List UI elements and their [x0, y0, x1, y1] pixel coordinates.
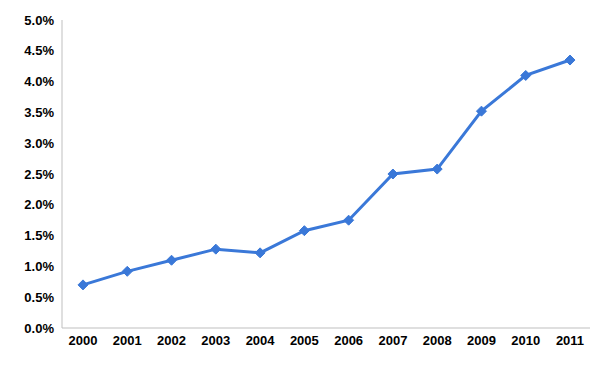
svg-text:4.5%: 4.5%	[24, 43, 54, 58]
svg-text:5.0%: 5.0%	[24, 13, 54, 28]
svg-text:0.5%: 0.5%	[24, 290, 54, 305]
svg-text:2000: 2000	[69, 333, 98, 348]
svg-text:2002: 2002	[157, 333, 186, 348]
svg-text:2009: 2009	[467, 333, 496, 348]
svg-text:2.5%: 2.5%	[24, 167, 54, 182]
svg-text:2.0%: 2.0%	[24, 197, 54, 212]
svg-text:2005: 2005	[290, 333, 319, 348]
svg-text:3.5%: 3.5%	[24, 105, 54, 120]
svg-text:1.0%: 1.0%	[24, 259, 54, 274]
svg-text:4.0%: 4.0%	[24, 74, 54, 89]
svg-text:2007: 2007	[378, 333, 407, 348]
svg-text:2008: 2008	[423, 333, 452, 348]
svg-text:3.0%: 3.0%	[24, 136, 54, 151]
svg-text:2004: 2004	[246, 333, 276, 348]
svg-text:2006: 2006	[334, 333, 363, 348]
svg-text:2011: 2011	[556, 333, 584, 348]
svg-text:1.5%: 1.5%	[24, 228, 54, 243]
svg-text:2010: 2010	[511, 333, 540, 348]
svg-text:0.0%: 0.0%	[24, 321, 54, 336]
svg-text:2003: 2003	[201, 333, 230, 348]
svg-text:2001: 2001	[113, 333, 142, 348]
